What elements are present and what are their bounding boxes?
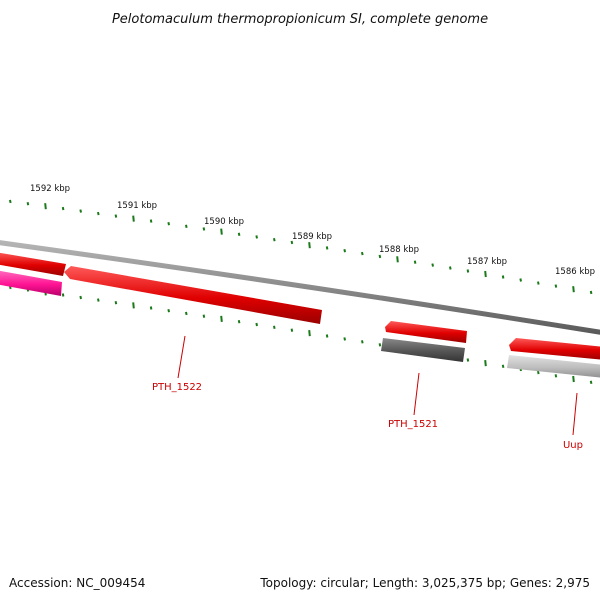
outer-scale-tick	[572, 286, 575, 293]
outer-scale-tick	[61, 206, 65, 211]
genes-forward-strand[interactable]	[0, 252, 600, 360]
inner-scale-tick	[378, 343, 382, 347]
outer-scale-tick	[255, 235, 258, 239]
outer-scale-tick	[114, 214, 118, 218]
inner-scale-tick	[290, 328, 294, 332]
outer-scale-tick	[132, 215, 135, 222]
scale-label-1586: 1586 kbp	[555, 267, 595, 277]
gene-pink-block[interactable]	[0, 270, 62, 296]
outer-scale-tick	[537, 281, 540, 285]
outer-scale-tick	[484, 270, 487, 278]
inner-scale-tick	[167, 309, 170, 313]
inner-scale-tick	[97, 298, 100, 302]
inner-scale-tick	[308, 330, 311, 337]
inner-scale-tick	[343, 337, 346, 341]
callout-line-pth-1521	[413, 372, 420, 416]
gene-pth-1521-upper-block[interactable]	[385, 321, 467, 343]
outer-scale-tick	[237, 232, 241, 236]
outer-scale-tick	[9, 199, 12, 204]
inner-scale-tick	[202, 314, 206, 318]
outer-scale-tick	[97, 211, 100, 216]
outer-scale-tick	[361, 251, 364, 256]
inner-scale-tick	[79, 295, 82, 300]
gene-callouts	[177, 335, 578, 436]
inner-scale-tick	[220, 315, 223, 322]
outer-scale-tick	[396, 256, 399, 263]
outer-scale-tick	[501, 275, 505, 279]
gene-uup-block[interactable]	[507, 355, 600, 378]
outer-scale-tick	[79, 209, 82, 213]
inner-scale-tick	[61, 293, 65, 297]
outer-scale-tick	[308, 242, 311, 249]
outer-scale-tick	[378, 254, 382, 259]
outer-scale-tick	[519, 278, 522, 282]
inner-scale-tick	[114, 301, 118, 305]
outer-scale-tick	[325, 246, 329, 250]
outer-scale-tick	[273, 238, 276, 242]
gene-label-pth-1522[interactable]: PTH_1522	[152, 382, 202, 393]
callout-line-uup	[572, 392, 578, 436]
outer-scale-tick	[202, 227, 206, 231]
inner-scale-tick	[537, 370, 540, 375]
inner-scale-tick	[589, 380, 593, 384]
inner-scale-tick	[255, 322, 258, 327]
inner-scale-tick	[484, 360, 487, 367]
inner-scale-tick	[361, 340, 364, 344]
genes-reverse-strand[interactable]	[0, 270, 600, 378]
outer-scale-tick	[185, 224, 188, 228]
inner-scale-tick	[237, 320, 241, 324]
scale-ticks-inner	[9, 285, 593, 384]
scale-label-1591: 1591 kbp	[117, 201, 157, 211]
outer-scale-tick	[431, 263, 434, 267]
genome-backbone	[0, 240, 600, 335]
scale-label-1590: 1590 kbp	[204, 217, 244, 227]
outer-scale-tick	[343, 249, 346, 253]
genome-summary-text: Topology: circular; Length: 3,025,375 bp…	[260, 576, 590, 590]
outer-scale-tick	[220, 228, 223, 235]
accession-text: Accession: NC_009454	[9, 576, 146, 590]
inner-scale-tick	[554, 374, 558, 378]
outer-scale-tick	[589, 290, 593, 295]
outer-scale-tick	[554, 284, 558, 288]
inner-scale-tick	[572, 375, 575, 383]
gene-uup-upper-block[interactable]	[509, 338, 600, 360]
outer-scale-tick	[449, 266, 452, 270]
outer-scale-tick	[413, 260, 417, 264]
scale-label-1592: 1592 kbp	[30, 184, 70, 194]
outer-scale-tick	[44, 203, 47, 210]
scale-label-1589: 1589 kbp	[292, 232, 332, 242]
gene-pth-1522-block[interactable]	[64, 266, 322, 324]
inner-scale-tick	[466, 358, 470, 362]
scale-label-1588: 1588 kbp	[379, 245, 419, 255]
page-title: Pelotomaculum thermopropionicum SI, comp…	[112, 12, 488, 27]
scale-label-1587: 1587 kbp	[467, 257, 507, 267]
outer-scale-tick	[167, 222, 170, 226]
outer-scale-tick	[290, 240, 294, 245]
gene-pth-1521-block[interactable]	[381, 338, 465, 362]
gene-forward-left[interactable]	[0, 252, 66, 276]
outer-scale-tick	[26, 202, 30, 206]
gene-label-uup[interactable]: Uup	[563, 440, 583, 451]
inner-scale-tick	[149, 306, 153, 310]
scale-labels: 1592 kbp 1591 kbp 1590 kbp 1589 kbp 1588…	[30, 184, 595, 277]
outer-scale-tick	[149, 219, 153, 223]
outer-scale-tick	[466, 269, 470, 273]
inner-scale-tick	[273, 325, 276, 329]
callout-line-pth-1522	[177, 335, 186, 379]
scale-ticks-outer	[9, 199, 593, 295]
inner-scale-tick	[325, 334, 329, 338]
inner-scale-tick	[501, 364, 505, 368]
gene-label-pth-1521[interactable]: PTH_1521	[388, 419, 438, 430]
inner-scale-tick	[132, 302, 135, 309]
inner-scale-tick	[185, 311, 188, 316]
